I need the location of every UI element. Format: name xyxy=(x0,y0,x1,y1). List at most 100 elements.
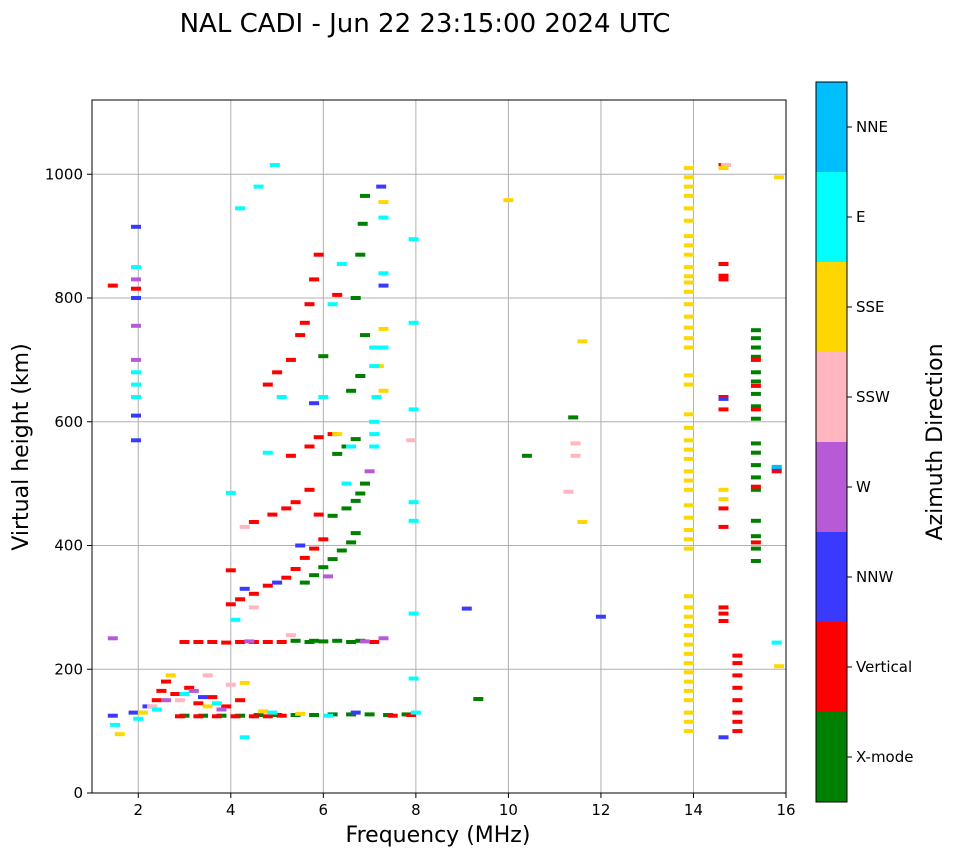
data-point-x-mode xyxy=(304,640,315,644)
data-point-sse xyxy=(378,200,389,205)
data-point-w xyxy=(364,469,375,474)
colorbar-segment-x-mode xyxy=(816,712,847,802)
data-point-nnw xyxy=(131,413,141,418)
data-point-x-mode xyxy=(332,638,343,643)
chart-title: NAL CADI - Jun 22 23:15:00 2024 UTC xyxy=(180,9,671,39)
data-point-sse xyxy=(774,175,785,180)
colorbar-segment-vertical xyxy=(816,622,847,712)
data-point-vertical xyxy=(262,640,273,644)
data-point-x-mode xyxy=(332,451,343,456)
data-point-sse xyxy=(683,729,694,734)
data-point-x-mode xyxy=(355,374,366,378)
data-point-e xyxy=(239,735,250,740)
data-point-sse xyxy=(683,528,694,532)
data-point-sse xyxy=(683,661,694,666)
data-point-vertical xyxy=(272,370,283,375)
x-axis-ticks: 2 4 6 8 10 12 14 16 xyxy=(133,793,796,819)
data-point-w xyxy=(131,323,141,328)
data-point-sse xyxy=(683,633,694,638)
data-point-sse xyxy=(683,478,694,483)
data-point-sse xyxy=(718,497,729,502)
colorbar-segment-nne xyxy=(816,82,847,172)
data-point-vertical xyxy=(193,701,204,706)
data-point-vertical xyxy=(732,673,743,678)
data-point-x-mode xyxy=(750,441,761,446)
x-tick-label: 16 xyxy=(776,801,795,819)
data-point-nnw xyxy=(718,735,729,740)
data-point-vertical xyxy=(732,653,743,658)
colorbar-tick-label: NNW xyxy=(856,568,893,586)
data-point-vertical xyxy=(750,407,761,412)
colorbar-tick-label: W xyxy=(856,478,871,496)
data-point-vertical xyxy=(107,283,118,288)
data-point-e xyxy=(230,617,241,622)
data-point-nnw xyxy=(198,695,208,700)
data-point-vertical xyxy=(131,286,141,291)
data-point-vertical xyxy=(309,546,320,551)
data-point-w xyxy=(360,639,370,644)
data-point-sse xyxy=(683,456,694,461)
colorbar-tick-label: SSE xyxy=(856,298,885,316)
data-point-e xyxy=(346,444,357,449)
data-point-sse xyxy=(683,345,694,350)
data-point-vertical xyxy=(235,597,246,602)
data-point-vertical xyxy=(290,567,301,571)
data-point-sse xyxy=(683,206,694,211)
data-point-sse xyxy=(683,438,694,443)
colorbar-segment-sse xyxy=(816,262,847,352)
data-point-vertical xyxy=(221,640,232,645)
data-point-vertical xyxy=(304,487,315,492)
data-point-e xyxy=(410,710,421,715)
data-point-e xyxy=(408,611,419,616)
data-point-e xyxy=(371,395,382,399)
data-point-nnw xyxy=(131,224,141,229)
data-point-vertical xyxy=(732,729,743,734)
data-point-x-mode xyxy=(346,640,357,644)
data-point-sse xyxy=(683,382,694,387)
data-point-e xyxy=(327,302,338,307)
data-point-sse xyxy=(683,274,694,279)
data-point-sse xyxy=(683,469,694,474)
data-point-vertical xyxy=(276,713,287,718)
data-point-x-mode xyxy=(750,475,761,480)
data-point-vertical xyxy=(207,640,218,644)
data-point-sse xyxy=(202,704,213,709)
data-point-vertical xyxy=(276,640,287,644)
data-point-x-mode xyxy=(346,388,357,393)
data-point-sse xyxy=(577,520,588,524)
data-point-sse xyxy=(774,664,785,669)
data-point-vertical xyxy=(290,500,301,505)
data-point-sse xyxy=(683,698,694,703)
data-point-nnw xyxy=(718,396,729,401)
data-point-x-mode xyxy=(521,453,532,458)
data-point-x-mode xyxy=(318,565,329,570)
colorbar: X-mode Vertical NNW W SSW SSE E NNE xyxy=(816,82,913,802)
data-point-e xyxy=(179,692,190,696)
data-point-sse xyxy=(683,166,694,171)
colorbar-segment-e xyxy=(816,172,847,262)
data-point-vertical xyxy=(750,540,761,545)
data-point-nnw xyxy=(461,606,472,611)
data-point-vertical xyxy=(732,661,743,666)
data-point-x-mode xyxy=(336,548,347,553)
data-point-e xyxy=(378,271,389,276)
data-point-ssw xyxy=(239,524,250,529)
colorbar-tick-label: X-mode xyxy=(856,748,913,766)
data-point-vertical xyxy=(718,277,729,282)
data-point-e xyxy=(341,481,352,486)
data-point-x-mode xyxy=(750,336,761,341)
data-point-w xyxy=(161,698,171,703)
x-tick-label: 8 xyxy=(411,801,421,819)
data-point-w xyxy=(131,277,141,282)
data-point-x-mode xyxy=(327,513,338,518)
data-point-e xyxy=(276,395,287,399)
data-point-x-mode xyxy=(568,415,579,420)
data-point-x-mode xyxy=(750,534,761,539)
y-tick-label: 400 xyxy=(54,537,83,555)
data-point-e xyxy=(369,432,380,437)
colorbar-segment-ssw xyxy=(816,352,847,442)
data-point-vertical xyxy=(750,484,761,489)
data-point-e xyxy=(408,407,419,412)
data-point-sse xyxy=(683,487,694,492)
data-point-vertical xyxy=(248,591,259,596)
